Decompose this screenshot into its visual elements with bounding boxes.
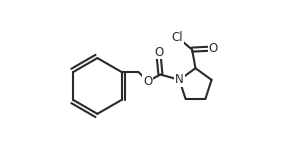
Text: O: O	[143, 75, 152, 88]
Text: O: O	[154, 46, 163, 59]
Text: O: O	[208, 42, 218, 55]
Text: Cl: Cl	[171, 31, 183, 44]
Text: N: N	[175, 73, 184, 86]
